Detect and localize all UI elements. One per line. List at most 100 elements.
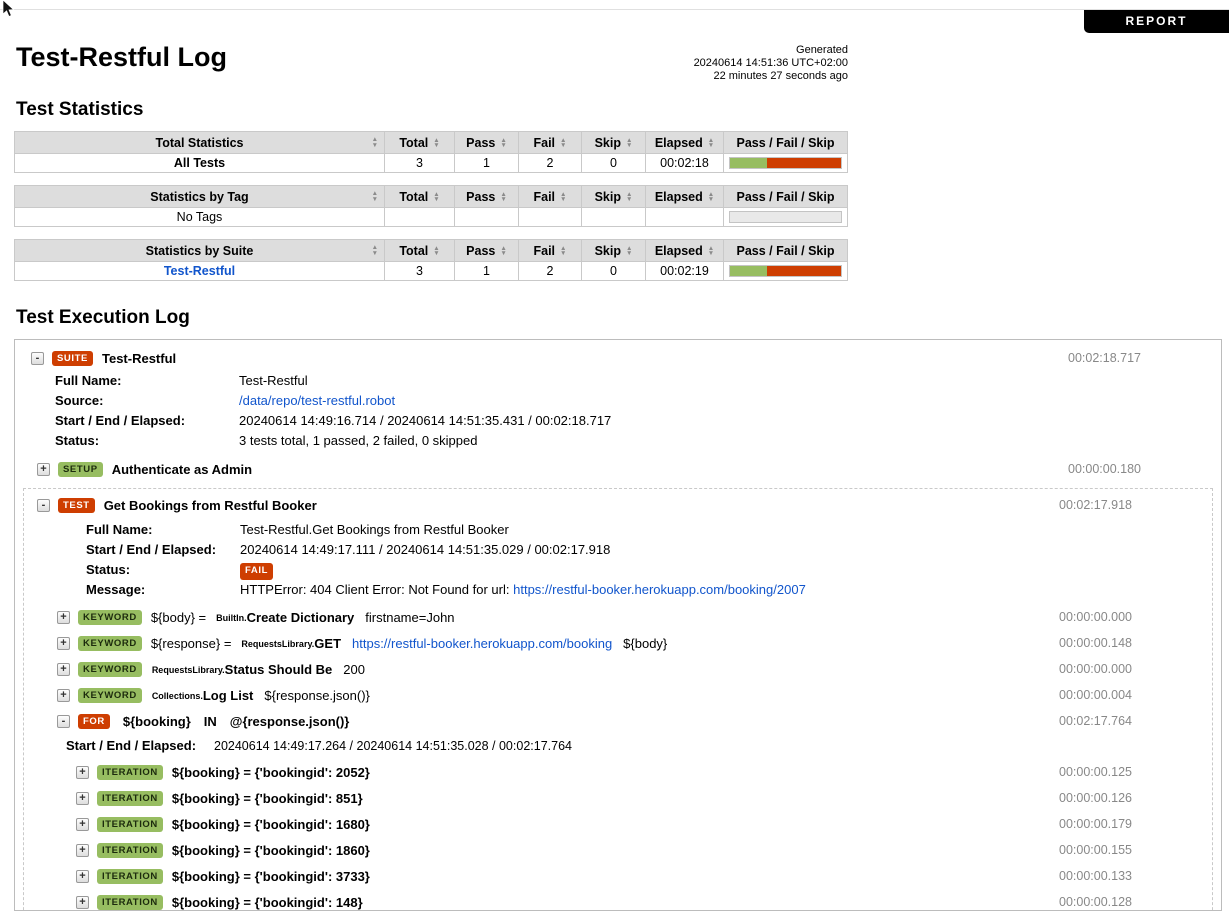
for-in-keyword: IN xyxy=(203,714,217,729)
column-header-statistics-by-suite[interactable]: Statistics by Suite ▲ ▼ xyxy=(14,239,385,262)
collapse-icon[interactable]: - xyxy=(37,499,50,512)
meta-label: Source: xyxy=(55,393,104,408)
keyword-name[interactable]: GET xyxy=(314,636,342,651)
sort-icon[interactable]: ▲ ▼ xyxy=(625,190,633,204)
expand-icon[interactable]: + xyxy=(76,844,89,857)
expand-icon[interactable]: + xyxy=(76,818,89,831)
test-times: 20240614 14:49:17.111 / 20240614 14:51:3… xyxy=(240,542,611,557)
column-header-fail[interactable]: Fail ▲ ▼ xyxy=(518,185,582,208)
test-full-name: Test-Restful.Get Bookings from Restful B… xyxy=(240,522,509,537)
keyword-library: BuiltIn. xyxy=(216,612,247,623)
for-badge[interactable]: FOR xyxy=(78,714,110,729)
column-header-elapsed[interactable]: Elapsed ▲ ▼ xyxy=(645,239,724,262)
pass-fail-bar[interactable] xyxy=(729,265,842,277)
iteration-elapsed: 00:00:00.133 xyxy=(1059,869,1132,883)
keyword-name[interactable]: Create Dictionary xyxy=(246,610,355,625)
expand-icon[interactable]: + xyxy=(57,611,70,624)
suite-elapsed: 00:02:18.717 xyxy=(1068,351,1141,365)
expand-icon[interactable]: + xyxy=(57,689,70,702)
sort-icon[interactable]: ▲ ▼ xyxy=(433,244,440,258)
sort-icon[interactable]: ▲ ▼ xyxy=(371,244,378,257)
generated-ago: 22 minutes 27 seconds ago xyxy=(713,70,848,82)
sort-icon[interactable]: ▲ ▼ xyxy=(560,136,567,150)
sort-icon[interactable]: ▲ ▼ xyxy=(371,190,378,203)
stat-skip: 0 xyxy=(581,261,646,281)
iteration-badge[interactable]: ITERATION xyxy=(97,843,163,858)
stat-total: 3 xyxy=(384,153,455,173)
column-header-skip[interactable]: Skip ▲ ▼ xyxy=(581,239,646,262)
column-header-total-statistics[interactable]: Total Statistics ▲ ▼ xyxy=(14,131,385,154)
expand-icon[interactable]: + xyxy=(76,870,89,883)
iteration-badge[interactable]: ITERATION xyxy=(97,895,163,910)
total-statistics-table: Total Statistics ▲ ▼ Total ▲ ▼ Pass ▲ ▼ Fail ▲… xyxy=(14,131,848,173)
stat-total: 3 xyxy=(384,261,455,281)
keyword-elapsed: 00:00:00.148 xyxy=(1059,636,1132,650)
iteration-elapsed: 00:00:00.155 xyxy=(1059,843,1132,857)
sort-icon[interactable]: ▲ ▼ xyxy=(500,244,507,258)
sort-icon[interactable]: ▲ ▼ xyxy=(625,244,633,258)
sort-icon[interactable]: ▲ ▼ xyxy=(371,136,378,149)
column-header-fail[interactable]: Fail ▲ ▼ xyxy=(518,239,582,262)
pass-fail-bar[interactable] xyxy=(729,157,842,169)
keyword-badge[interactable]: KEYWORD xyxy=(78,610,142,625)
iteration-badge[interactable]: ITERATION xyxy=(97,817,163,832)
iteration-row: + ITERATION ${booking} = {'bookingid': 1… xyxy=(76,842,1212,859)
statistics-by-tag-table: Statistics by Tag ▲ ▼ Total ▲ ▼ Pass ▲ ▼ Fail… xyxy=(14,185,848,227)
keyword-assign: ${response} = xyxy=(150,636,232,651)
sort-icon[interactable]: ▲ ▼ xyxy=(560,190,567,204)
column-header-total[interactable]: Total ▲ ▼ xyxy=(384,131,455,154)
error-url-link[interactable]: https://restful-booker.herokuapp.com/boo… xyxy=(513,582,806,597)
for-elapsed: 00:02:17.764 xyxy=(1059,714,1132,728)
iteration-badge[interactable]: ITERATION xyxy=(97,869,163,884)
collapse-icon[interactable]: - xyxy=(57,715,70,728)
sort-icon[interactable]: ▲ ▼ xyxy=(625,136,633,150)
test-name[interactable]: Get Bookings from Restful Booker xyxy=(103,498,317,513)
booking-url-link[interactable]: https://restful-booker.herokuapp.com/boo… xyxy=(352,636,613,651)
setup-name[interactable]: Authenticate as Admin xyxy=(111,462,253,477)
column-header-pass[interactable]: Pass ▲ ▼ xyxy=(454,185,519,208)
expand-icon[interactable]: + xyxy=(76,896,89,909)
expand-icon[interactable]: + xyxy=(57,663,70,676)
keyword-library: RequestsLibrary. xyxy=(241,638,315,649)
column-header-elapsed[interactable]: Elapsed ▲ ▼ xyxy=(645,131,724,154)
iteration-badge[interactable]: ITERATION xyxy=(97,765,163,780)
suite-source-link[interactable]: /data/repo/test-restful.robot xyxy=(239,393,396,408)
sort-icon[interactable]: ▲ ▼ xyxy=(560,244,567,258)
column-header-pass[interactable]: Pass ▲ ▼ xyxy=(454,239,519,262)
keyword-badge[interactable]: KEYWORD xyxy=(78,688,142,703)
column-header-skip[interactable]: Skip ▲ ▼ xyxy=(581,185,646,208)
expand-icon[interactable]: + xyxy=(76,766,89,779)
report-button[interactable]: REPORT xyxy=(1084,10,1229,33)
sort-icon[interactable]: ▲ ▼ xyxy=(500,190,507,204)
expand-icon[interactable]: + xyxy=(37,463,50,476)
sort-icon[interactable]: ▲ ▼ xyxy=(500,136,507,150)
collapse-icon[interactable]: - xyxy=(31,352,44,365)
test-badge[interactable]: TEST xyxy=(58,498,95,513)
expand-icon[interactable]: + xyxy=(57,637,70,650)
column-header-pass[interactable]: Pass ▲ ▼ xyxy=(454,131,519,154)
sort-icon[interactable]: ▲ ▼ xyxy=(707,190,715,204)
column-header-statistics-by-tag[interactable]: Statistics by Tag ▲ ▼ xyxy=(14,185,385,208)
keyword-name[interactable]: Log List xyxy=(202,688,254,703)
for-values: @{response.json()} xyxy=(229,714,350,729)
sort-icon[interactable]: ▲ ▼ xyxy=(433,136,440,150)
sort-icon[interactable]: ▲ ▼ xyxy=(707,136,715,150)
suite-badge[interactable]: SUITE xyxy=(52,351,93,366)
keyword-name[interactable]: Status Should Be xyxy=(224,662,333,677)
keyword-badge[interactable]: KEYWORD xyxy=(78,662,142,677)
column-header-elapsed[interactable]: Elapsed ▲ ▼ xyxy=(645,185,724,208)
setup-badge[interactable]: SETUP xyxy=(58,462,103,477)
column-header-fail[interactable]: Fail ▲ ▼ xyxy=(518,131,582,154)
sort-icon[interactable]: ▲ ▼ xyxy=(707,244,715,258)
expand-icon[interactable]: + xyxy=(76,792,89,805)
suite-name[interactable]: Test-Restful xyxy=(101,351,177,366)
sort-icon[interactable]: ▲ ▼ xyxy=(433,190,440,204)
table-row: Test-Restful 3 1 2 0 00:02:19 xyxy=(14,261,848,281)
column-header-skip[interactable]: Skip ▲ ▼ xyxy=(581,131,646,154)
column-header-total[interactable]: Total ▲ ▼ xyxy=(384,185,455,208)
iteration-badge[interactable]: ITERATION xyxy=(97,791,163,806)
suite-stat-link[interactable]: Test-Restful xyxy=(163,264,236,278)
column-header-total[interactable]: Total ▲ ▼ xyxy=(384,239,455,262)
keyword-badge[interactable]: KEYWORD xyxy=(78,636,142,651)
pass-bar-segment xyxy=(730,266,768,276)
